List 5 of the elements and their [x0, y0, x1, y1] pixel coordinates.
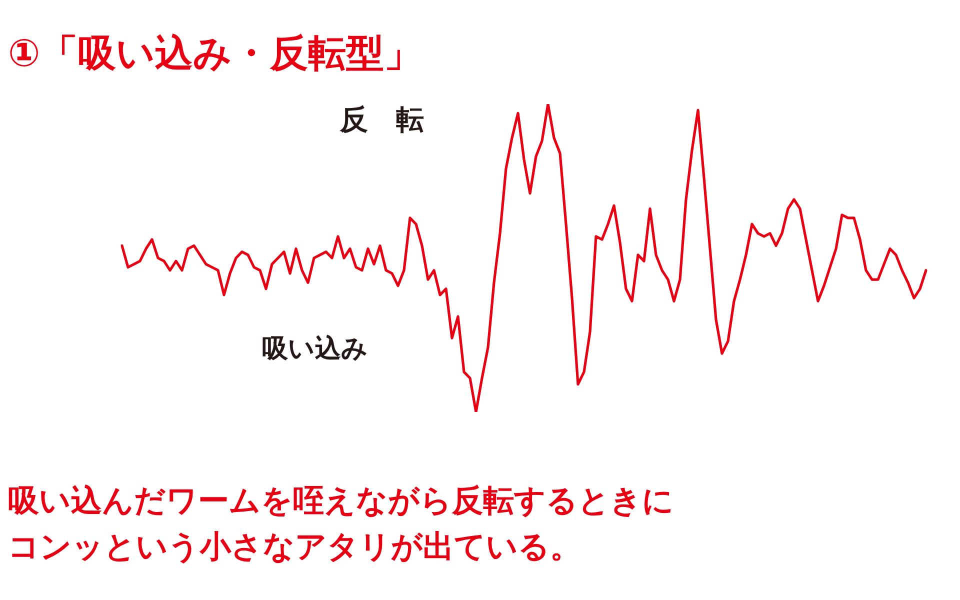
text: コンッという小さなアタリが出ている。 [8, 528, 581, 567]
annotation: 吸い込み [262, 333, 368, 366]
text: 吸い込んだワームを咥えながら反転するときに [8, 482, 674, 521]
chart-title: ①「吸い込み・反転型」 [8, 30, 422, 77]
annotation: 反 転 [340, 102, 424, 138]
